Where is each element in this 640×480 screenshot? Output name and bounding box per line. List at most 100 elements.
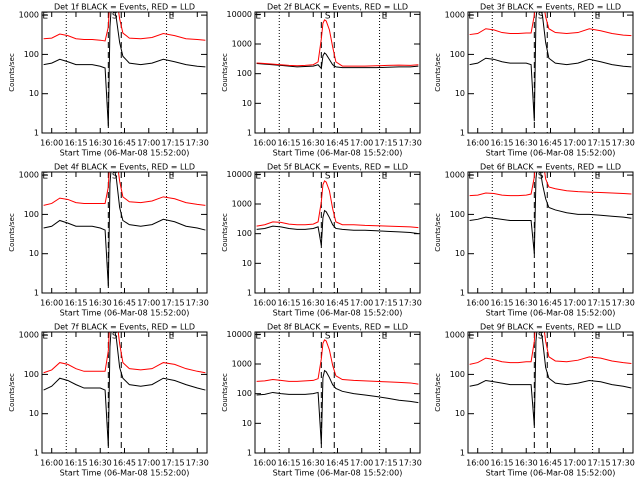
x-tick-label: 16:00: [466, 459, 489, 468]
x-tick-label: 17:30: [612, 459, 635, 468]
x-tick-label: 16:00: [253, 459, 276, 468]
series-line: [256, 180, 419, 229]
series-line: [43, 332, 206, 447]
y-tick-label: 1: [460, 289, 465, 298]
y-tick-label: 10000: [227, 170, 252, 179]
y-tick-label: 10: [455, 409, 465, 418]
y-tick-label: 10: [242, 419, 252, 428]
x-tick-label: 16:45: [113, 299, 136, 308]
x-tick-label: 16:45: [113, 459, 136, 468]
chart-title: Det 3f BLACK = Events, RED = LLD: [480, 3, 621, 12]
y-tick-label: 1: [34, 289, 39, 298]
x-tick-label: 17:15: [374, 459, 397, 468]
x-tick-label: 16:30: [302, 299, 325, 308]
x-tick-label: 16:15: [490, 299, 513, 308]
annotation: E: [382, 332, 388, 342]
y-tick-label: 1: [34, 129, 39, 138]
y-axis-label: Counts/sec: [434, 53, 442, 92]
x-tick-label: 16:45: [326, 139, 349, 148]
y-tick-label: 100: [237, 389, 252, 398]
annotation: S: [538, 332, 544, 342]
plot-frame: [467, 171, 634, 294]
x-tick-label: 16:15: [277, 139, 300, 148]
annotation: E: [169, 172, 175, 182]
annotation: E: [255, 12, 261, 22]
y-axis-label: Counts/sec: [8, 53, 16, 92]
x-tick-label: 16:45: [326, 299, 349, 308]
y-tick-label: 10: [29, 249, 39, 258]
x-tick-label: 16:00: [253, 299, 276, 308]
series-line: [256, 339, 419, 385]
x-tick-label: 16:00: [40, 459, 63, 468]
y-tick-label: 10: [455, 89, 465, 98]
y-tick-label: 10: [29, 409, 39, 418]
annotation: E: [382, 172, 388, 182]
x-tick-label: 16:30: [515, 459, 538, 468]
x-axis-label: Start Time (06-Mar-08 15:52:00): [60, 149, 190, 158]
x-tick-label: 17:00: [137, 139, 160, 148]
series-line: [469, 332, 632, 426]
x-tick-label: 17:30: [186, 459, 209, 468]
series-line: [469, 172, 632, 254]
plot-frame: [254, 331, 421, 454]
y-tick-label: 1000: [19, 11, 39, 20]
y-tick-label: 100: [24, 50, 39, 59]
x-tick-label: 16:30: [89, 459, 112, 468]
series-line: [43, 332, 206, 374]
y-tick-label: 1: [247, 289, 252, 298]
annotation: S: [538, 172, 544, 182]
x-tick-label: 16:00: [466, 299, 489, 308]
y-tick-label: 10: [242, 99, 252, 108]
x-tick-label: 17:00: [350, 139, 373, 148]
x-tick-label: 16:00: [40, 139, 63, 148]
x-tick-label: 17:00: [563, 299, 586, 308]
x-axis-label: Start Time (06-Mar-08 15:52:00): [273, 309, 403, 318]
series-line: [256, 19, 419, 67]
series-line: [43, 172, 206, 287]
x-tick-label: 17:15: [374, 299, 397, 308]
chart-title: Det 7f BLACK = Events, RED = LLD: [54, 323, 195, 332]
y-tick-label: 1: [247, 449, 252, 458]
y-axis-label: Counts/sec: [221, 373, 229, 412]
y-tick-label: 1000: [19, 331, 39, 340]
x-tick-label: 17:30: [612, 139, 635, 148]
y-tick-label: 1000: [445, 171, 465, 180]
y-tick-label: 100: [237, 69, 252, 78]
x-tick-label: 17:30: [186, 299, 209, 308]
y-tick-label: 1: [247, 129, 252, 138]
x-tick-label: 16:30: [89, 299, 112, 308]
y-tick-label: 1000: [445, 331, 465, 340]
y-tick-label: 100: [450, 50, 465, 59]
x-tick-label: 17:30: [399, 139, 422, 148]
series-line: [43, 12, 206, 127]
y-tick-label: 10: [29, 89, 39, 98]
x-tick-label: 17:00: [137, 459, 160, 468]
x-tick-label: 17:15: [587, 299, 610, 308]
y-axis-label: Counts/sec: [8, 373, 16, 412]
plot-frame: [467, 331, 634, 454]
y-tick-label: 10: [242, 259, 252, 268]
x-tick-label: 17:15: [374, 139, 397, 148]
plot-frame: [41, 11, 208, 134]
annotation: E: [595, 332, 601, 342]
y-axis-label: Counts/sec: [434, 373, 442, 412]
x-tick-label: 16:15: [277, 299, 300, 308]
chart-title: Det 4f BLACK = Events, RED = LLD: [54, 163, 195, 172]
x-tick-label: 17:30: [186, 139, 209, 148]
series-line: [469, 12, 632, 37]
plot-frame: [41, 171, 208, 294]
annotation: E: [42, 12, 48, 22]
y-tick-label: 100: [450, 370, 465, 379]
x-tick-label: 16:45: [539, 459, 562, 468]
x-tick-label: 17:30: [399, 299, 422, 308]
series-line: [256, 209, 419, 246]
x-tick-label: 17:00: [350, 459, 373, 468]
annotation: S: [112, 12, 118, 22]
y-tick-label: 100: [24, 210, 39, 219]
x-tick-label: 16:45: [113, 139, 136, 148]
y-tick-label: 10: [455, 249, 465, 258]
annotation: E: [42, 332, 48, 342]
x-tick-label: 16:00: [40, 299, 63, 308]
x-tick-label: 16:30: [89, 139, 112, 148]
